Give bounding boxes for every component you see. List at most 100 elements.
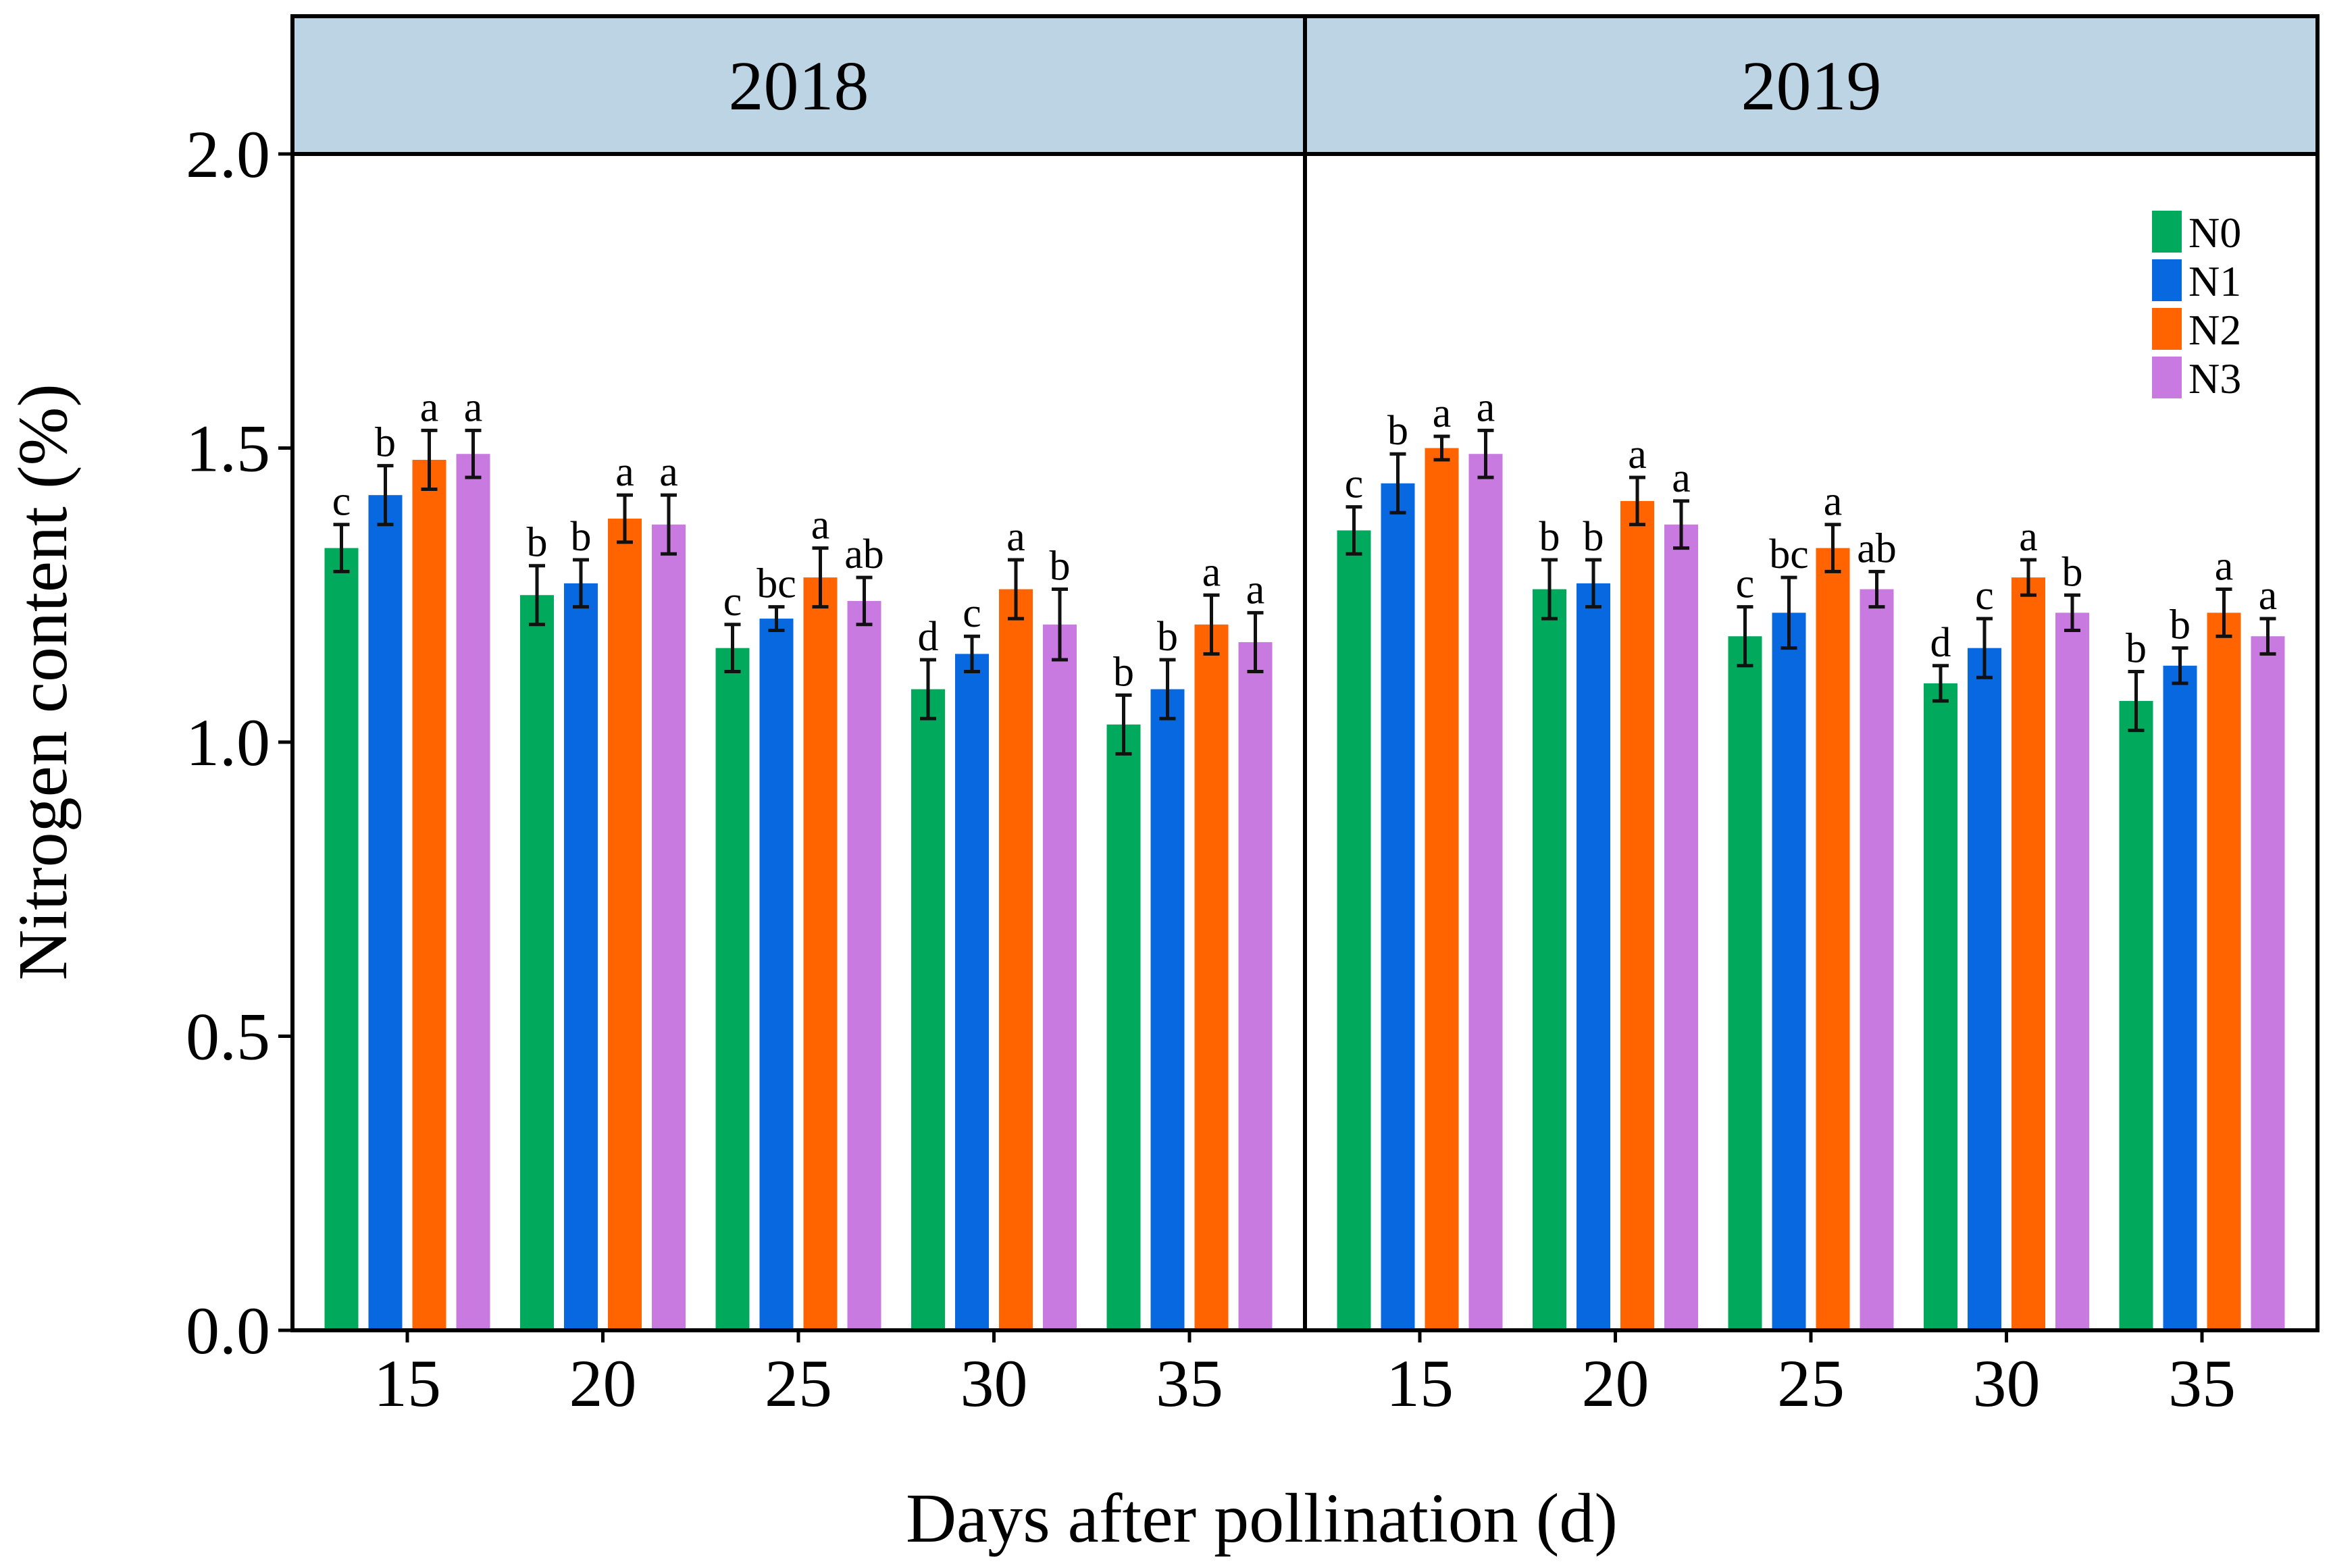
significance-letter: c (1975, 573, 1994, 619)
y-tick-label: 1.0 (186, 705, 270, 780)
x-axis-title: Days after pollination (d) (906, 1480, 1618, 1557)
significance-letter: b (2126, 625, 2147, 671)
x-tick-label: 35 (1156, 1346, 1223, 1421)
significance-letter: b (527, 520, 548, 566)
significance-letter: ab (844, 531, 884, 577)
bar-N3 (652, 524, 686, 1330)
significance-letter: a (615, 449, 634, 495)
significance-letter: a (1824, 479, 1843, 525)
legend-swatch-N2 (2152, 308, 2182, 350)
significance-letter: a (2215, 544, 2234, 590)
significance-letter: d (918, 614, 939, 660)
significance-letter: b (1113, 649, 1134, 695)
significance-letter: a (1672, 455, 1691, 501)
significance-letter: bc (757, 561, 796, 607)
significance-letter: a (2259, 573, 2278, 619)
bar-N3 (1468, 454, 1503, 1331)
error-bar-marks (333, 428, 2276, 756)
bar-N3 (2251, 636, 2285, 1330)
significance-letter: b (1539, 514, 1560, 560)
bar-N2 (2207, 612, 2241, 1330)
significance-letter: b (1157, 614, 1178, 660)
significance-letter: b (1583, 514, 1604, 560)
significance-letter: a (1006, 514, 1025, 560)
significance-letter: a (1477, 384, 1495, 430)
panel-strip (1303, 14, 2320, 156)
bar-N1 (1577, 583, 1610, 1330)
significance-letter: c (723, 579, 742, 625)
panel-title: 2018 (729, 47, 869, 125)
significance-letter: a (1246, 567, 1265, 612)
bar-N3 (2055, 612, 2089, 1330)
significance-letter: a (420, 384, 439, 430)
x-tick-label: 15 (374, 1346, 441, 1421)
bar-N0 (1924, 683, 1957, 1330)
bar-N2 (1816, 548, 1850, 1330)
x-tick-label: 20 (569, 1346, 637, 1421)
significance-letter: ab (1857, 525, 1897, 571)
bar-N0 (2119, 701, 2153, 1330)
bar-N3 (847, 600, 881, 1331)
bar-N1 (2163, 665, 2197, 1330)
significance-letter: bc (1769, 531, 1809, 577)
significance-letter: c (963, 590, 981, 636)
significance-letter: a (1433, 390, 1452, 436)
bar-N2 (2012, 577, 2045, 1330)
bar-N2 (1425, 448, 1459, 1330)
legend-swatch-N1 (2152, 259, 2182, 301)
y-axis-title: Nitrogen content (%) (4, 384, 82, 981)
x-tick-label: 35 (2168, 1346, 2236, 1421)
bar-marks (324, 448, 2285, 1331)
bar-N1 (1772, 612, 1806, 1330)
bar-N0 (1106, 724, 1141, 1330)
significance-letter: c (1345, 461, 1364, 507)
significance-letter: b (571, 514, 592, 560)
significance-letter: a (811, 502, 830, 548)
bar-N2 (412, 459, 446, 1331)
significance-letter: b (375, 420, 396, 466)
legend-swatch-N3 (2152, 357, 2182, 398)
significance-letter: a (1628, 432, 1647, 477)
bar-N1 (368, 495, 403, 1331)
bar-N0 (520, 595, 554, 1330)
y-tick-label: 0.0 (186, 1293, 270, 1368)
significance-letter: c (1736, 561, 1755, 607)
bar-N1 (1968, 648, 2001, 1330)
significance-letter: b (1387, 408, 1408, 454)
bar-N3 (1238, 642, 1273, 1330)
bar-N0 (911, 689, 945, 1330)
bar-N2 (803, 577, 838, 1330)
bar-N0 (1728, 636, 1762, 1330)
significance-letter: a (464, 384, 483, 430)
bar-N0 (324, 548, 359, 1330)
legend-swatch-N0 (2152, 211, 2182, 253)
bar-N2 (608, 519, 642, 1330)
bar-N2 (1194, 624, 1229, 1330)
x-tick-label: 25 (765, 1346, 832, 1421)
legend-label: N3 (2188, 355, 2241, 402)
bar-N0 (715, 648, 750, 1330)
x-tick-label: 30 (960, 1346, 1028, 1421)
legend-label: N2 (2188, 306, 2241, 354)
significance-letter: d (1930, 620, 1951, 666)
y-tick-label: 1.5 (186, 411, 270, 486)
significance-letter: a (2019, 514, 2038, 560)
x-tick-label: 25 (1777, 1346, 1845, 1421)
bar-N3 (1043, 624, 1077, 1330)
y-tick-label: 2.0 (186, 117, 270, 192)
legend-label: N0 (2188, 209, 2241, 257)
bar-N1 (1381, 483, 1415, 1330)
bar-N3 (1664, 524, 1698, 1330)
bar-N3 (1860, 589, 1894, 1330)
significance-letter: b (2062, 549, 2083, 595)
panel-strips: 2018 2019 (290, 14, 2320, 156)
bar-N1 (564, 583, 598, 1330)
y-axis: 0.0 0.5 1.0 1.5 2.0 (186, 117, 292, 1368)
significance-letter: b (2170, 602, 2191, 648)
x-tick-label: 15 (1386, 1346, 1454, 1421)
bar-N2 (1620, 500, 1654, 1330)
bar-N1 (1150, 689, 1185, 1330)
